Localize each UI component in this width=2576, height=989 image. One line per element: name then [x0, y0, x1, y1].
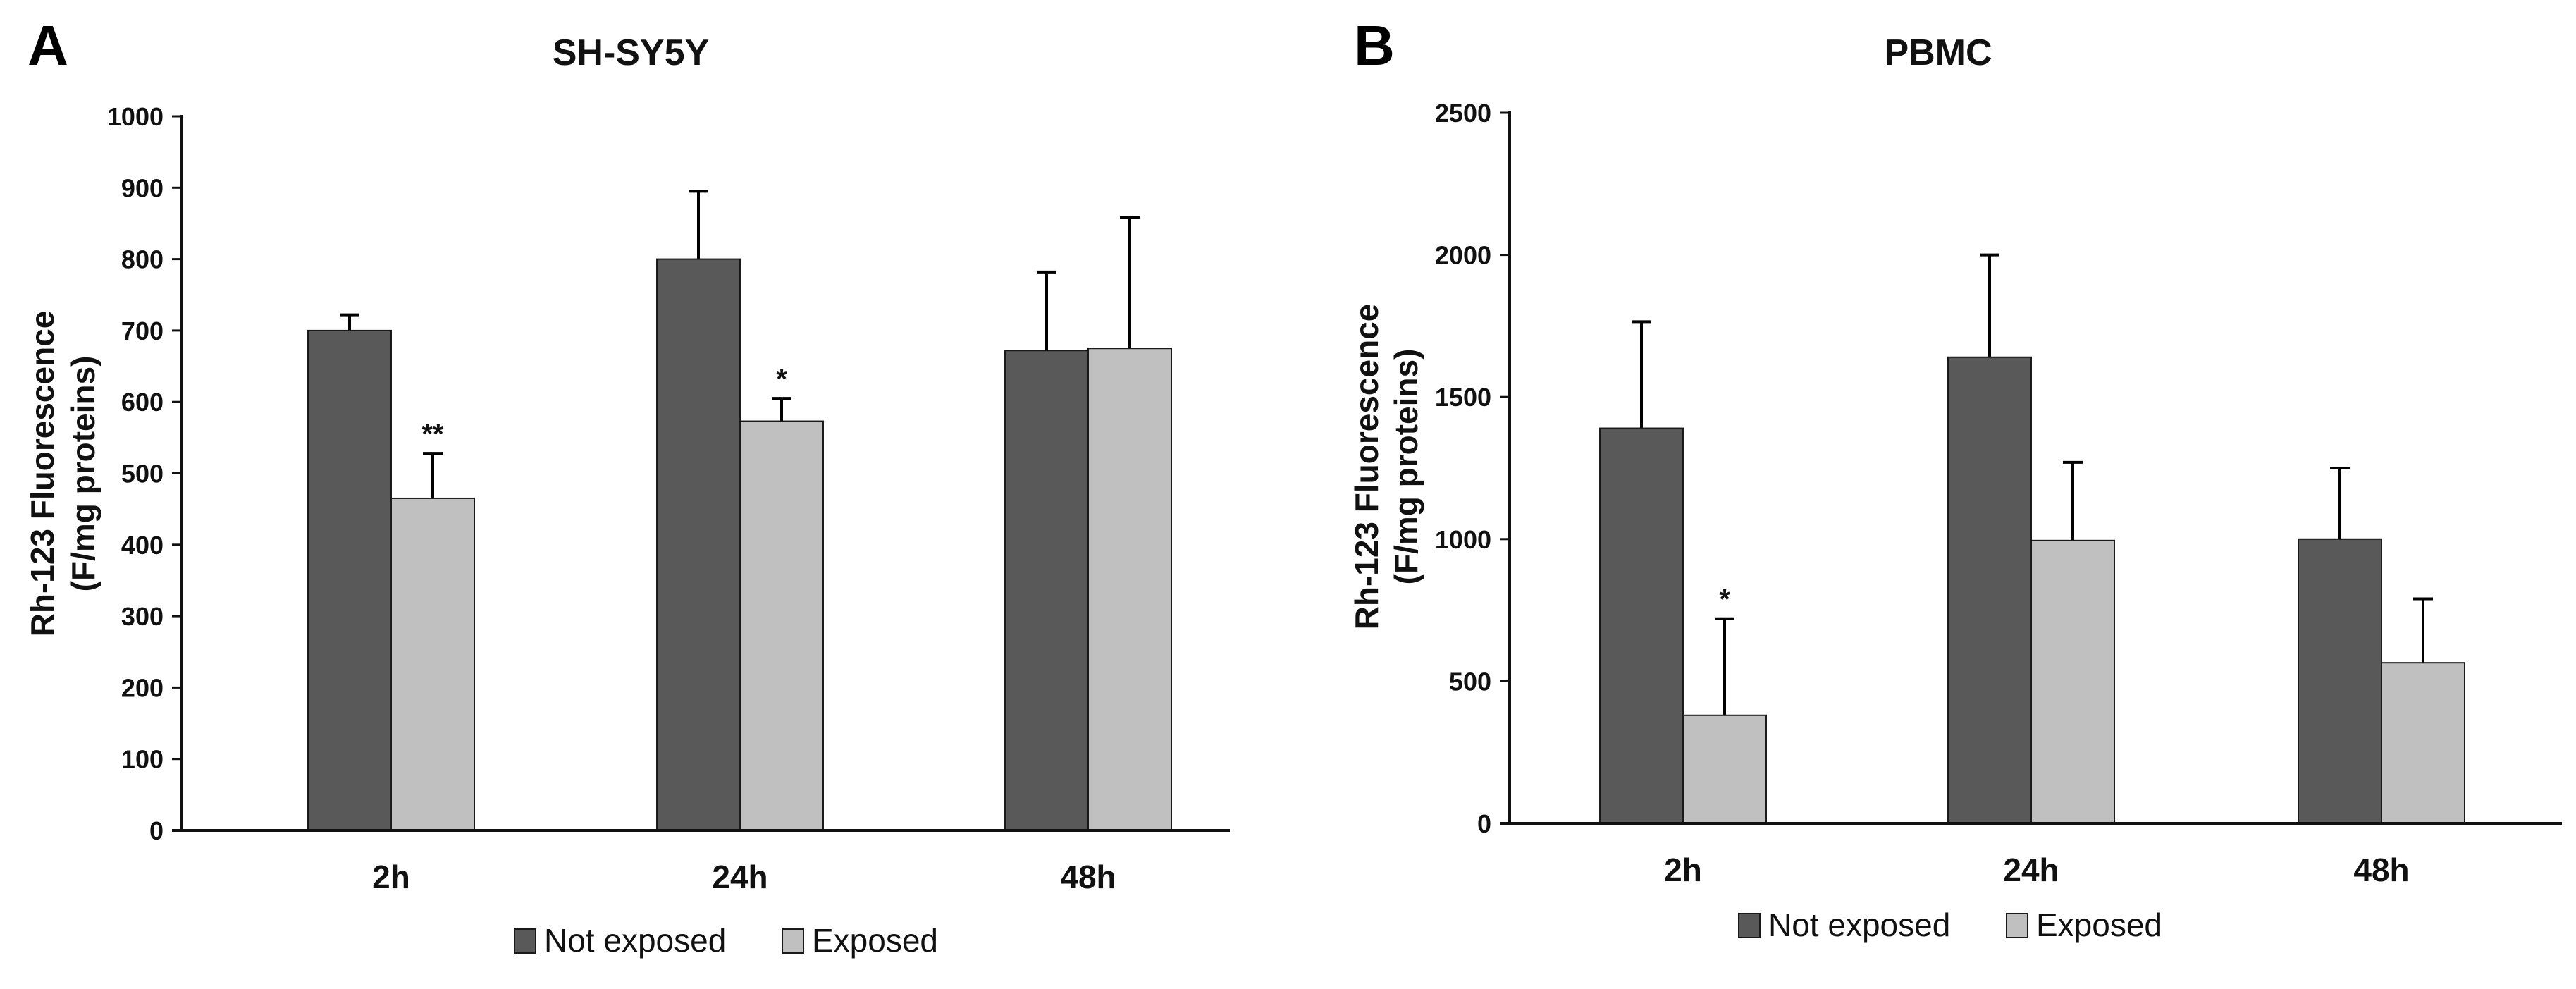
- y-tick-label: 700: [121, 317, 164, 345]
- y-tick-label: 0: [149, 816, 164, 845]
- legend-label-not-exposed: Not exposed: [1768, 907, 1950, 943]
- legend-swatch-exposed: [2006, 913, 2028, 938]
- x-tick-label: 24h: [2003, 852, 2059, 888]
- y-tick-label: 800: [121, 245, 164, 274]
- y-tick-label: 1500: [1435, 383, 1491, 412]
- bar-exposed-48h: [2381, 662, 2465, 825]
- bar-exposed-48h: [1087, 348, 1172, 832]
- significance-marker: **: [421, 419, 444, 450]
- y-axis-label-units: (F/mg proteins): [1388, 349, 1424, 585]
- chart-sh-sy5y: A SH-SY5Y Rh-123 Fluorescence (F/mg protein…: [24, 14, 1230, 959]
- legend-label-exposed: Exposed: [812, 922, 938, 959]
- y-tick-label: 600: [121, 388, 164, 417]
- bar-not-exposed-2h: [1599, 427, 1684, 824]
- bar-not-exposed-2h: [307, 329, 392, 831]
- chart-pbmc: B PBMC Rh-123 Fluorescence (F/mg proteins) 0…: [1348, 14, 2562, 943]
- bar-not-exposed-24h: [656, 258, 741, 832]
- legend-swatch-exposed: [782, 928, 804, 954]
- panel-letter: A: [27, 14, 68, 77]
- y-tick-label: 2500: [1435, 99, 1491, 128]
- y-tick-label: 2000: [1435, 241, 1491, 270]
- legend-swatch-not-exposed: [1738, 913, 1761, 938]
- legend-label-exposed: Exposed: [2036, 907, 2162, 943]
- bar-exposed-2h: [1682, 714, 1767, 824]
- y-tick-label: 200: [121, 673, 164, 702]
- legend-swatch-not-exposed: [514, 928, 536, 954]
- bar-not-exposed-48h: [1004, 350, 1089, 832]
- y-tick-label: 500: [1449, 667, 1491, 696]
- y-tick-label: 100: [121, 745, 164, 774]
- y-tick-label: 500: [121, 460, 164, 489]
- bar-exposed-24h: [739, 420, 824, 831]
- chart-title: SH-SY5Y: [553, 32, 710, 73]
- bar-exposed-2h: [390, 497, 475, 832]
- y-tick-label: 0: [1477, 809, 1491, 838]
- significance-marker: *: [1719, 584, 1730, 615]
- y-axis-label-units: (F/mg proteins): [65, 356, 101, 592]
- y-tick-label: 400: [121, 531, 164, 560]
- x-tick-label: 48h: [1060, 859, 1116, 895]
- chart-title: PBMC: [1884, 32, 1992, 73]
- panel-a: A SH-SY5Y Rh-123 Fluorescence (F/mg protein…: [0, 0, 1269, 985]
- y-tick-label: 1000: [107, 102, 164, 131]
- y-axis-label: Rh-123 Fluorescence: [24, 311, 61, 637]
- y-tick-label: 900: [121, 173, 164, 202]
- panel-letter: B: [1354, 14, 1395, 77]
- bar-not-exposed-48h: [2298, 538, 2382, 824]
- legend-label-not-exposed: Not exposed: [544, 922, 726, 959]
- x-tick-label: 24h: [712, 859, 768, 895]
- bar-exposed-24h: [2030, 539, 2115, 824]
- x-tick-label: 48h: [2353, 852, 2409, 888]
- y-tick-label: 1000: [1435, 525, 1491, 554]
- panel-b: B PBMC Rh-123 Fluorescence (F/mg proteins) 0…: [1307, 0, 2576, 985]
- y-tick-label: 300: [121, 602, 164, 631]
- significance-marker: *: [776, 364, 787, 395]
- y-axis-label: Rh-123 Fluorescence: [1348, 304, 1385, 630]
- bar-not-exposed-24h: [1947, 356, 2032, 824]
- x-tick-label: 2h: [1664, 852, 1702, 888]
- x-tick-label: 2h: [372, 859, 410, 895]
